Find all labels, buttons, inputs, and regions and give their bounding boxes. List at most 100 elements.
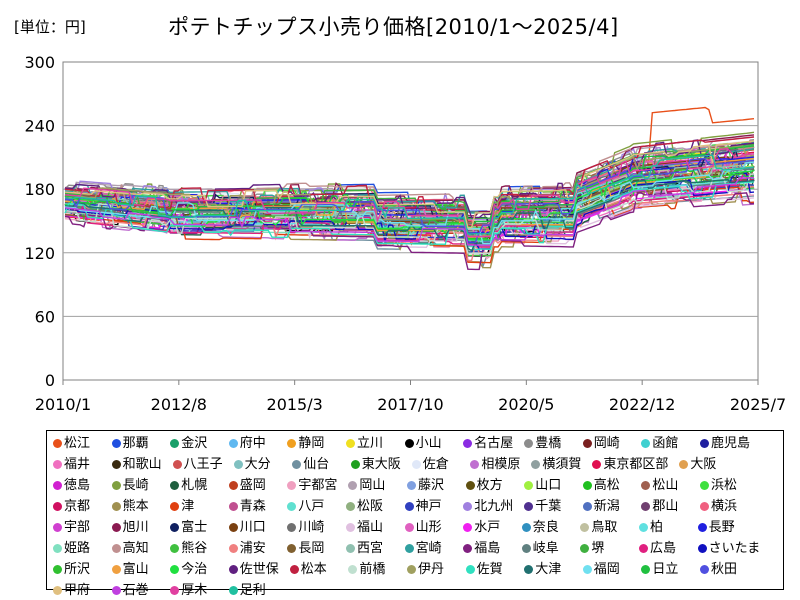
legend-marker — [170, 523, 180, 532]
legend-marker — [170, 481, 180, 490]
legend-marker — [287, 481, 297, 490]
legend-label: 大津 — [535, 562, 562, 577]
legend-marker — [170, 544, 180, 553]
series-line-福山 — [64, 193, 755, 250]
legend-item: 岐阜 — [521, 541, 559, 557]
legend-marker — [348, 565, 358, 574]
legend-label: 函館 — [652, 436, 679, 451]
legend-marker — [228, 502, 238, 511]
legend-item: 松江 — [53, 436, 90, 452]
legend-item: 鹿児島 — [700, 436, 750, 452]
legend-item: 佐倉 — [411, 457, 449, 473]
x-tick-label: 2020/5 — [498, 395, 554, 414]
legend-label: 厚木 — [181, 583, 208, 598]
legend-label: 藤沢 — [418, 478, 445, 493]
unit-label: [単位：円] — [14, 18, 86, 36]
legend-marker — [228, 565, 238, 574]
legend-marker — [346, 502, 355, 511]
legend-marker — [228, 523, 238, 532]
x-tick-label: 2022/12 — [609, 395, 675, 414]
legend-item: 和歌山 — [111, 457, 162, 473]
legend-item: 小山 — [404, 436, 442, 452]
legend-label: 川口 — [239, 520, 266, 535]
y-tick-label: 120 — [24, 244, 55, 263]
legend-marker — [53, 502, 62, 511]
series-lines — [64, 106, 755, 271]
legend-marker — [592, 460, 602, 469]
legend-label: 京都 — [64, 499, 91, 514]
legend-label: 所沢 — [64, 562, 91, 577]
legend-marker — [228, 481, 238, 490]
legend-item: 福島 — [463, 541, 500, 557]
legend-label: 静岡 — [298, 436, 325, 451]
legend-label: 福山 — [357, 520, 384, 535]
legend-item: 長崎 — [111, 478, 149, 494]
legend-label: 千葉 — [535, 499, 562, 514]
legend-item: 秋田 — [700, 562, 737, 578]
legend-item: 函館 — [641, 436, 678, 452]
legend-marker — [287, 439, 297, 448]
legend-label: 豊橋 — [535, 436, 562, 451]
legend-label: 大分 — [244, 457, 271, 472]
legend-marker — [53, 481, 62, 490]
legend-item: 松山 — [641, 478, 678, 494]
x-tick-label: 2025/7 — [730, 395, 786, 414]
legend-label: 岡崎 — [593, 436, 620, 451]
legend-item: 豊橋 — [524, 436, 561, 452]
legend-label: 青森 — [239, 499, 266, 514]
legend-label: 佐世保 — [239, 562, 279, 577]
legend-label: 横須賀 — [542, 457, 582, 472]
legend-label: 宇都宮 — [298, 478, 338, 493]
legend-label: 長崎 — [122, 478, 149, 493]
legend-marker — [287, 502, 297, 511]
legend-label: さいたま — [708, 541, 761, 556]
legend-item: 姫路 — [53, 541, 90, 557]
legend-label: 奈良 — [532, 520, 559, 535]
legend-item: 大津 — [524, 562, 561, 578]
legend-marker — [53, 586, 62, 595]
legend-label: 大阪 — [690, 457, 717, 472]
legend-label: 松山 — [652, 478, 679, 493]
legend-item: 熊本 — [111, 499, 149, 515]
legend-label: 熊谷 — [181, 541, 208, 556]
legend-marker — [641, 439, 651, 448]
legend-label: 名古屋 — [474, 436, 514, 451]
legend-label: 枚方 — [476, 478, 503, 493]
x-tick-label: 2012/8 — [151, 395, 207, 414]
legend-marker — [292, 460, 302, 469]
legend-marker — [111, 565, 121, 574]
x-tick-labels: 2010/1 2012/8 2015/3 2017/10 2020/5 2022/12 20… — [35, 395, 786, 414]
legend-label: 横浜 — [711, 499, 738, 514]
legend-label: 福岡 — [593, 562, 620, 577]
legend-marker — [700, 481, 709, 490]
legend-marker — [700, 439, 709, 448]
legend-label: 山口 — [535, 478, 562, 493]
legend-marker — [111, 544, 121, 553]
legend-item: 岡崎 — [582, 436, 620, 452]
legend-marker — [700, 502, 709, 511]
legend-item: 足利 — [228, 583, 266, 599]
legend-item: 浦安 — [228, 541, 266, 557]
legend-item: 川崎 — [287, 520, 324, 536]
legend-item: 長岡 — [287, 541, 324, 557]
legend-label: 石巻 — [122, 583, 149, 598]
legend-label: 姫路 — [64, 541, 91, 556]
legend-item: 大阪 — [679, 457, 716, 473]
legend-item: 宇都宮 — [287, 478, 337, 494]
legend-marker — [53, 544, 62, 553]
legend-marker — [350, 460, 360, 469]
chart-title: ポテトチップス小売り価格[2010/1～2025/4] — [168, 15, 619, 39]
legend-marker — [524, 502, 534, 511]
legend-item: 佐世保 — [228, 562, 279, 578]
legend-item: 徳島 — [53, 478, 90, 494]
legend-item: 西宮 — [346, 541, 383, 557]
legend-marker — [580, 544, 590, 553]
legend-marker — [404, 439, 414, 448]
y-tick-labels: 0 60 120 180 240 300 — [24, 53, 55, 390]
legend-item: 青森 — [228, 499, 266, 515]
legend-marker — [639, 544, 648, 553]
legend-marker — [463, 523, 473, 532]
legend-marker — [172, 460, 182, 469]
legend-label: 浜松 — [711, 478, 738, 493]
legend-marker — [170, 586, 180, 595]
